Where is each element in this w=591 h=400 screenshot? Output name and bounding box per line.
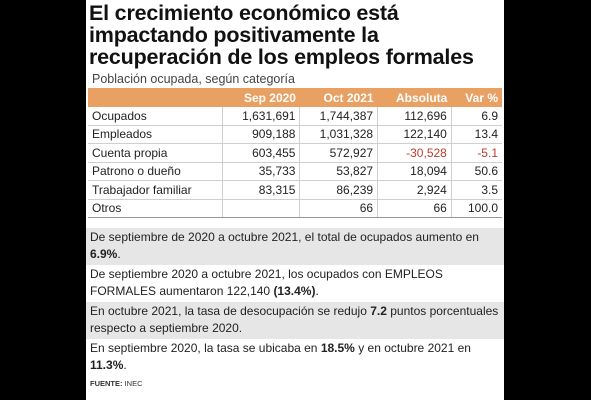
headline-line-3: recuperación de los empleos formales <box>89 45 474 69</box>
employment-table: Sep 2020 Oct 2021 Absoluta Var % Ocupado… <box>88 88 502 218</box>
table-row: Otros 66 66 100.0 <box>88 199 502 218</box>
row-var-pct: 50.6 <box>451 162 502 181</box>
note-4: En septiembre 2020, la tasa se ubicaba e… <box>86 339 504 376</box>
source-label: FUENTE: <box>90 379 123 388</box>
header-absoluta: Absoluta <box>377 88 452 107</box>
row-absoluta: 112,696 <box>377 107 452 126</box>
header-category <box>88 88 223 107</box>
row-absoluta: 122,140 <box>377 125 452 144</box>
row-absoluta: -30,528 <box>377 143 452 163</box>
note-3-text: En octubre 2021, la tasa de desocupación… <box>90 304 371 318</box>
row-oct-2021: 572,927 <box>299 143 379 163</box>
note-1-highlight: 6.9% <box>90 247 118 261</box>
note-3-end: puntos porcentuales respecto a septiembr… <box>90 304 499 335</box>
row-var-pct: 3.5 <box>451 180 502 200</box>
row-var-pct: -5.1 <box>451 143 502 163</box>
table-row: Patrono o dueño 35,733 53,827 18,094 50.6 <box>88 162 502 181</box>
note-3: En octubre 2021, la tasa de desocupación… <box>86 302 504 339</box>
row-oct-2021: 86,239 <box>299 180 379 200</box>
subtitle: Población ocupada, según categoría <box>92 72 295 86</box>
row-sep-2020: 909,188 <box>222 125 301 144</box>
row-sep-2020: 603,455 <box>222 143 301 163</box>
source-value: INEC <box>124 379 143 388</box>
header-oct-2021: Oct 2021 <box>299 88 378 107</box>
row-category: Ocupados <box>88 107 223 126</box>
row-sep-2020: 1,631,691 <box>222 107 301 126</box>
note-1: De septiembre de 2020 a octubre 2021, el… <box>86 228 504 265</box>
row-oct-2021: 53,827 <box>299 162 379 181</box>
table-row: Trabajador familiar 83,315 86,239 2,924 3.5 <box>88 180 502 200</box>
row-sep-2020 <box>222 199 301 218</box>
infographic-card: El crecimiento económico está impactando… <box>86 0 504 400</box>
row-var-pct: 6.9 <box>451 107 502 126</box>
header-var-pct: Var % <box>451 88 502 107</box>
note-1-text: De septiembre de 2020 a octubre 2021, el… <box>90 230 479 244</box>
row-var-pct: 100.0 <box>451 199 502 218</box>
headline-line-2: impactando positivamente la <box>89 23 379 47</box>
notes: De septiembre de 2020 a octubre 2021, el… <box>86 228 504 376</box>
row-absoluta: 66 <box>377 199 452 218</box>
row-category: Empleados <box>88 125 223 144</box>
note-1-end: . <box>117 247 121 261</box>
row-sep-2020: 35,733 <box>222 162 301 181</box>
headline: El crecimiento económico está impactando… <box>86 0 504 68</box>
note-4-end: . <box>123 358 127 372</box>
row-oct-2021: 1,744,387 <box>299 107 379 126</box>
note-2-highlight: (13.4%) <box>273 284 316 298</box>
headline-line-1: El crecimiento económico está <box>89 1 399 25</box>
note-4-text: En septiembre 2020, la tasa se ubicaba e… <box>90 341 321 355</box>
row-category: Patrono o dueño <box>88 162 223 181</box>
row-absoluta: 2,924 <box>377 180 452 200</box>
row-oct-2021: 66 <box>299 199 379 218</box>
note-4-mid: y en octubre 2021 en <box>354 341 471 355</box>
table-header: Sep 2020 Oct 2021 Absoluta Var % <box>88 88 502 107</box>
row-oct-2021: 1,031,328 <box>299 125 379 144</box>
note-2: De septiembre 2020 a octubre 2021, los o… <box>86 265 504 302</box>
row-var-pct: 13.4 <box>451 125 502 144</box>
row-category: Otros <box>88 199 223 218</box>
note-4-highlight-2: 11.3% <box>90 358 124 372</box>
note-4-highlight: 18.5% <box>320 341 355 355</box>
row-category: Cuenta propia <box>88 143 223 163</box>
note-2-end: . <box>315 284 319 298</box>
note-2-text: De septiembre 2020 a octubre 2021, los o… <box>90 267 443 298</box>
row-sep-2020: 83,315 <box>222 180 301 200</box>
header-sep-2020: Sep 2020 <box>222 88 300 107</box>
row-absoluta: 18,094 <box>377 162 452 181</box>
row-category: Trabajador familiar <box>88 180 223 200</box>
table-body: Ocupados 1,631,691 1,744,387 112,696 6.9 Empl… <box>88 107 502 218</box>
table-row: Cuenta propia 603,455 572,927 -30,528 -5.1 <box>88 143 502 163</box>
source-line: FUENTE: INEC <box>86 376 504 388</box>
table-row: Empleados 909,188 1,031,328 122,140 13.4 <box>88 125 502 144</box>
note-3-highlight: 7.2 <box>370 304 387 318</box>
table-row: Ocupados 1,631,691 1,744,387 112,696 6.9 <box>88 107 502 126</box>
